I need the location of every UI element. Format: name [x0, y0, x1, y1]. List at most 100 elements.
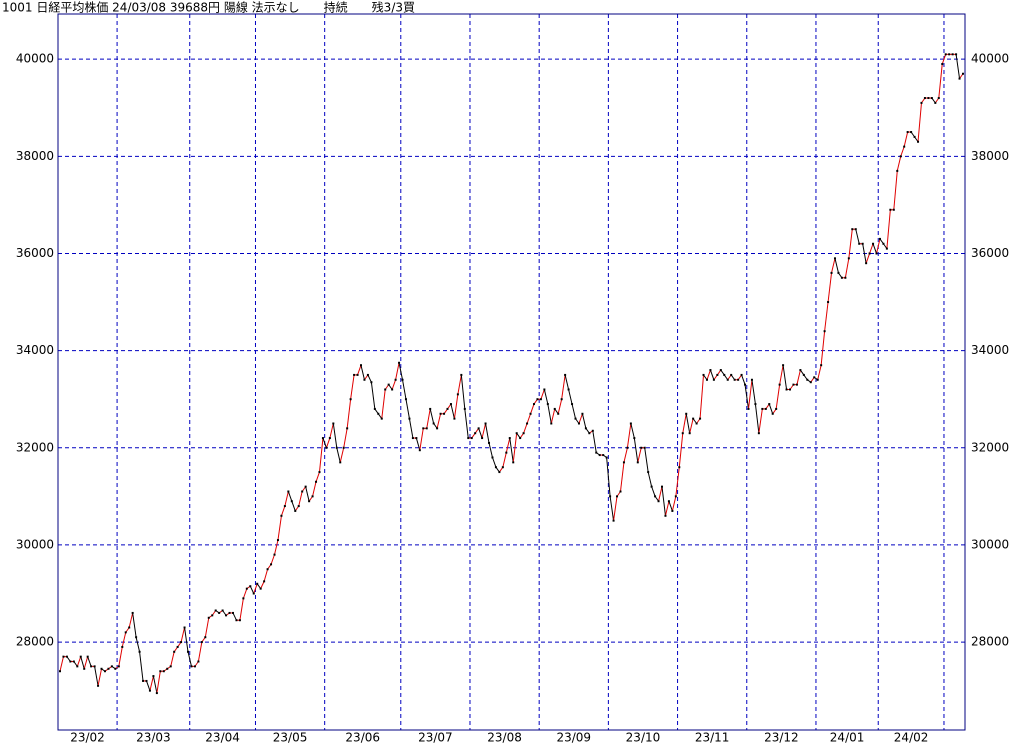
- price-segment: [132, 612, 137, 638]
- price-segment: [453, 394, 459, 419]
- price-segment: [305, 486, 310, 502]
- price-point: [792, 383, 795, 386]
- price-point: [809, 381, 812, 384]
- price-point: [757, 432, 760, 435]
- price-segment: [395, 362, 400, 380]
- price-point: [287, 490, 290, 493]
- price-point: [875, 252, 878, 255]
- price-point: [591, 429, 594, 432]
- price-point: [754, 403, 757, 406]
- x-tick-label: 23/12: [764, 731, 799, 745]
- price-point: [190, 665, 193, 668]
- price-point: [100, 667, 103, 670]
- price-segment: [402, 379, 407, 400]
- price-point: [387, 383, 390, 386]
- price-point: [795, 383, 798, 386]
- price-point: [837, 271, 840, 274]
- price-segment: [644, 447, 649, 473]
- price-segment: [184, 627, 189, 652]
- price-point: [923, 97, 926, 100]
- price-point: [79, 655, 82, 658]
- plot-frame: [57, 13, 966, 731]
- price-point: [231, 611, 234, 614]
- price-segment: [80, 656, 85, 669]
- price-segment: [564, 374, 570, 390]
- price-segment: [751, 379, 756, 405]
- price-point: [204, 636, 207, 639]
- price-point: [498, 471, 501, 474]
- price-segment: [180, 627, 186, 643]
- x-tick-label: 24/02: [894, 731, 929, 745]
- price-segment: [557, 399, 563, 414]
- price-point: [726, 378, 729, 381]
- price-point: [283, 505, 286, 508]
- y-tick-label: 38000: [16, 149, 54, 163]
- price-segment: [415, 437, 421, 451]
- price-segment: [872, 243, 877, 254]
- price-point: [401, 378, 404, 381]
- price-segment: [678, 433, 684, 468]
- price-point: [560, 398, 563, 401]
- price-point: [505, 451, 508, 454]
- price-point: [366, 373, 369, 376]
- price-segment: [578, 413, 583, 424]
- price-point: [72, 660, 75, 663]
- price-point: [276, 539, 279, 542]
- price-point: [813, 376, 816, 379]
- price-point: [384, 388, 387, 391]
- price-point: [636, 461, 639, 464]
- price-segment: [606, 457, 611, 497]
- price-point: [325, 446, 328, 449]
- price-point: [522, 432, 525, 435]
- price-point: [415, 437, 418, 440]
- price-point: [740, 373, 743, 376]
- price-point: [245, 587, 248, 590]
- price-point: [948, 53, 951, 56]
- price-segment: [478, 428, 483, 439]
- price-point: [906, 131, 909, 134]
- price-point: [308, 500, 311, 503]
- price-point: [750, 378, 753, 381]
- price-point: [169, 665, 172, 668]
- price-segment: [685, 413, 691, 434]
- price-point: [564, 373, 567, 376]
- price-point: [353, 373, 356, 376]
- price-point: [937, 97, 940, 100]
- price-point: [595, 451, 598, 454]
- price-point: [840, 276, 843, 279]
- price-segment: [571, 403, 576, 419]
- price-point: [501, 466, 504, 469]
- price-point: [643, 446, 646, 449]
- price-point: [913, 135, 916, 138]
- price-segment: [609, 496, 615, 521]
- price-point: [764, 407, 767, 410]
- price-segment: [381, 389, 386, 419]
- price-point: [609, 495, 612, 498]
- price-segment: [568, 389, 573, 405]
- price-segment: [270, 554, 275, 565]
- price-point: [135, 636, 138, 639]
- price-point: [702, 373, 705, 376]
- price-segment: [325, 437, 331, 448]
- price-point: [539, 398, 542, 401]
- price-segment: [768, 403, 774, 414]
- price-segment: [754, 404, 760, 434]
- price-point: [775, 407, 778, 410]
- price-point: [515, 432, 518, 435]
- price-point: [318, 471, 321, 474]
- price-segment: [623, 447, 628, 463]
- price-point: [799, 369, 802, 372]
- price-point: [761, 407, 764, 410]
- x-tick-label: 23/10: [626, 731, 661, 745]
- y-tick-label: 34000: [16, 343, 54, 357]
- price-segment: [658, 486, 663, 502]
- price-point: [152, 675, 155, 678]
- price-point: [882, 242, 885, 245]
- price-point: [667, 500, 670, 503]
- price-point: [571, 403, 574, 406]
- price-point: [110, 665, 113, 668]
- price-segment: [187, 651, 192, 667]
- price-point: [259, 587, 262, 590]
- price-point: [494, 466, 497, 469]
- price-point: [377, 412, 380, 415]
